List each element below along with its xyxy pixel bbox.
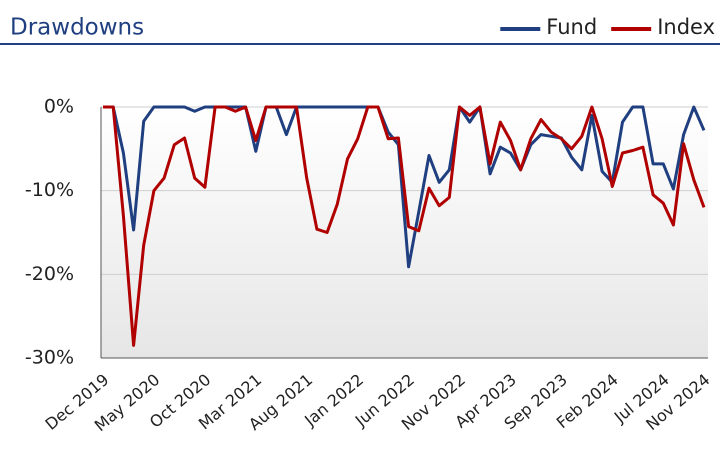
series-line bbox=[103, 105, 706, 347]
series-line bbox=[103, 105, 706, 269]
y-tick-label: -10% bbox=[25, 179, 74, 201]
legend-label: Fund bbox=[546, 15, 597, 39]
y-tick-label: -30% bbox=[25, 347, 74, 369]
y-tick-label: -20% bbox=[25, 263, 74, 285]
chart-title: Drawdowns bbox=[10, 15, 144, 41]
legend-label: Index bbox=[657, 15, 715, 39]
y-tick-label: 0% bbox=[44, 96, 74, 118]
